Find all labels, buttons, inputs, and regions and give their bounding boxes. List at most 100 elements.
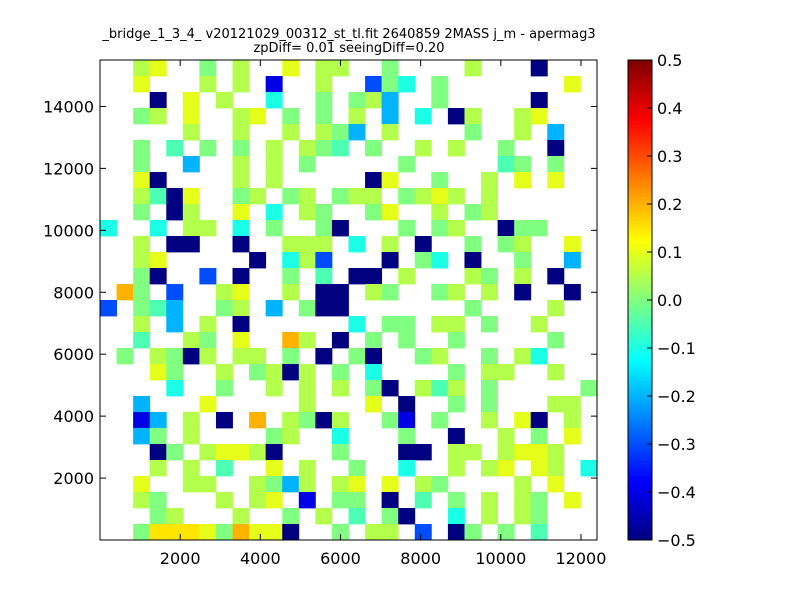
colorbar: −0.5 −0.4 −0.3 −0.2 −0.1 0.0 0.1 0.2 0.3 0.4 0.5 bbox=[627, 51, 696, 550]
heatmap-cell bbox=[265, 172, 283, 189]
heatmap-cell bbox=[133, 492, 151, 509]
heatmap-cell bbox=[182, 412, 200, 429]
colorbar-segment bbox=[628, 212, 652, 217]
heatmap-cell bbox=[199, 332, 217, 349]
colorbar-segment bbox=[628, 356, 652, 361]
heatmap-cell bbox=[182, 220, 200, 237]
heatmap-cell bbox=[315, 284, 333, 301]
heatmap-cell bbox=[348, 348, 366, 365]
heatmap-cell bbox=[149, 364, 167, 381]
heatmap-cell bbox=[447, 284, 465, 301]
heatmap-cell bbox=[481, 508, 498, 525]
colorbar-segment bbox=[628, 208, 652, 213]
heatmap-cell bbox=[149, 492, 167, 509]
heatmap-cell bbox=[497, 156, 515, 173]
heatmap-cell bbox=[315, 140, 333, 157]
heatmap-cell bbox=[133, 108, 151, 125]
heatmap-cell bbox=[298, 300, 316, 317]
heatmap-cell bbox=[100, 220, 117, 237]
heatmap-cell bbox=[530, 348, 548, 365]
heatmap-cell bbox=[133, 140, 151, 157]
heatmap-cell bbox=[381, 412, 399, 429]
heatmap-cell bbox=[133, 316, 151, 333]
heatmap-cell bbox=[249, 188, 267, 205]
colorbar-segment bbox=[628, 68, 652, 73]
colorbar-segment bbox=[628, 472, 652, 477]
heatmap-cell bbox=[282, 364, 300, 381]
heatmap-cell bbox=[398, 188, 416, 205]
heatmap-cell bbox=[365, 140, 383, 157]
heatmap-cell bbox=[481, 348, 498, 365]
heatmap-cell bbox=[331, 524, 349, 541]
heatmap-cell bbox=[365, 268, 383, 285]
heatmap-cell bbox=[398, 428, 416, 445]
colorbar-tick-label: 0.3 bbox=[657, 147, 682, 166]
colorbar-segment bbox=[628, 160, 652, 165]
colorbar-segment bbox=[628, 224, 652, 229]
heatmap-cell bbox=[298, 460, 316, 477]
heatmap-cell bbox=[298, 252, 316, 269]
heatmap-cell bbox=[431, 284, 449, 301]
heatmap-cell bbox=[166, 348, 184, 365]
colorbar-segment bbox=[628, 388, 652, 393]
colorbar-segment bbox=[628, 168, 652, 173]
colorbar-segment bbox=[628, 432, 652, 437]
heatmap-cell bbox=[249, 492, 267, 509]
heatmap-cell bbox=[398, 444, 416, 461]
heatmap-cell bbox=[381, 172, 399, 189]
colorbar-segment bbox=[628, 448, 652, 453]
heatmap-cell bbox=[133, 236, 151, 253]
colorbar-segment bbox=[628, 156, 652, 161]
colorbar-segment bbox=[628, 140, 652, 145]
colorbar-segment bbox=[628, 148, 652, 153]
colorbar-segment bbox=[628, 124, 652, 129]
heatmap-cell bbox=[447, 380, 465, 397]
heatmap-cell bbox=[481, 316, 498, 333]
heatmap-cell bbox=[431, 380, 449, 397]
heatmap-cell bbox=[133, 300, 151, 317]
heatmap-cell bbox=[249, 252, 267, 269]
colorbar-segment bbox=[628, 116, 652, 121]
heatmap-cell bbox=[282, 268, 300, 285]
heatmap-cell bbox=[381, 524, 399, 541]
heatmap-cell bbox=[199, 348, 217, 365]
heatmap-cell bbox=[249, 364, 267, 381]
colorbar-segment bbox=[628, 364, 652, 369]
colorbar-segment bbox=[628, 496, 652, 501]
heatmap-cell bbox=[232, 60, 250, 77]
colorbar-segment bbox=[628, 284, 652, 289]
colorbar-segment bbox=[628, 532, 652, 537]
colorbar-segment bbox=[628, 144, 652, 149]
heatmap-cell bbox=[249, 412, 267, 429]
heatmap-cell bbox=[331, 412, 349, 429]
heatmap-cell bbox=[265, 220, 283, 237]
colorbar-segment bbox=[628, 80, 652, 85]
heatmap-cell bbox=[199, 444, 217, 461]
heatmap-cell bbox=[149, 172, 167, 189]
heatmap-cell bbox=[265, 204, 283, 221]
heatmap-cell bbox=[547, 460, 565, 477]
colorbar-segment bbox=[628, 344, 652, 349]
heatmap-cell bbox=[298, 332, 316, 349]
heatmap-cell bbox=[182, 476, 200, 493]
colorbar-segment bbox=[628, 120, 652, 125]
heatmap-cell bbox=[481, 380, 498, 397]
colorbar-segment bbox=[628, 392, 652, 397]
heatmap-cell bbox=[331, 492, 349, 509]
colorbar-segment bbox=[628, 72, 652, 77]
colorbar-segment bbox=[628, 420, 652, 425]
heatmap-cell bbox=[199, 60, 217, 77]
heatmap-cell bbox=[315, 412, 333, 429]
colorbar-segment bbox=[628, 304, 652, 309]
y-tick-label: 10000 bbox=[43, 221, 94, 240]
heatmap-cell bbox=[265, 156, 283, 173]
heatmap-cell bbox=[398, 412, 416, 429]
heatmap-cell bbox=[232, 508, 250, 525]
colorbar-segment bbox=[628, 204, 652, 209]
heatmap-cell bbox=[514, 124, 532, 141]
heatmap-cell bbox=[298, 396, 316, 413]
heatmap-cell bbox=[315, 108, 333, 125]
heatmap-cell bbox=[547, 156, 565, 173]
heatmap-cell bbox=[249, 444, 267, 461]
heatmap-cell bbox=[348, 316, 366, 333]
